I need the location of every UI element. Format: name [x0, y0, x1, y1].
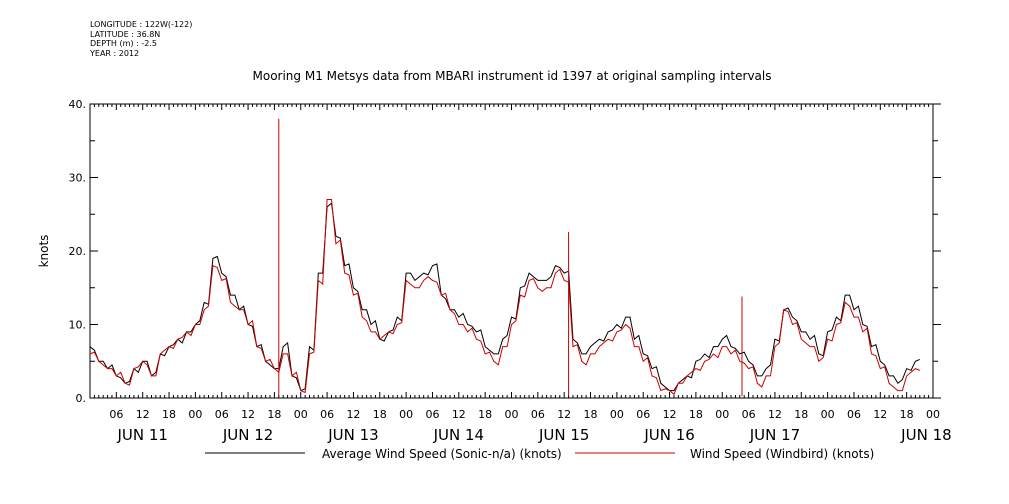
plot-frame: [89, 103, 934, 399]
x-day-label: JUN 18: [900, 426, 951, 444]
y-tick-label: 30.: [69, 172, 87, 185]
x-day-label: JUN 15: [538, 426, 589, 444]
series-lines: [89, 118, 920, 396]
y-tick-label: 10.: [69, 319, 87, 332]
x-hour-label: 18: [267, 408, 281, 421]
x-hour-label: 06: [109, 408, 123, 421]
y-axis-label: knots: [37, 235, 51, 268]
x-day-label: JUN 14: [433, 426, 484, 444]
x-hour-label: 06: [320, 408, 334, 421]
series-line-average: [89, 202, 920, 392]
x-hour-label: 00: [188, 408, 202, 421]
y-tick-label: 40.: [69, 98, 87, 111]
x-day-label: JUN 12: [222, 426, 273, 444]
x-hour-label: 00: [399, 408, 413, 421]
year-label: YEAR : 2012: [90, 48, 140, 58]
x-day-label: JUN 13: [327, 426, 378, 444]
x-axis-day-labels: JUN 11 JUN 12 JUN 13 JUN 14 JUN 15 JUN 16 JUN …: [116, 426, 951, 444]
x-hour-label: 18: [689, 408, 703, 421]
x-hour-label: 12: [346, 408, 360, 421]
x-hour-label: 00: [505, 408, 519, 421]
x-day-label: JUN 11: [116, 426, 167, 444]
latitude-label: LATITUDE : 36.8N: [90, 29, 161, 39]
x-hour-label: 06: [742, 408, 756, 421]
x-day-label: JUN 17: [749, 426, 800, 444]
depth-label: DEPTH (m) : -2.5: [90, 39, 157, 48]
x-hour-label: 12: [136, 408, 150, 421]
chart-title: Mooring M1 Metsys data from MBARI instru…: [253, 69, 772, 83]
longitude-label: LONGITUDE : 122W(-122): [90, 20, 193, 29]
x-hour-label: 06: [215, 408, 229, 421]
legend: Average Wind Speed (Sonic-n/a) (knots) W…: [205, 447, 874, 461]
x-hour-label: 00: [715, 408, 729, 421]
metadata-block: LONGITUDE : 122W(-122) LATITUDE : 36.8N …: [90, 20, 192, 58]
x-day-label: JUN 16: [643, 426, 694, 444]
y-axis-tick-labels: 0. 10. 20. 30. 40.: [69, 98, 87, 405]
x-hour-label: 18: [373, 408, 387, 421]
x-hour-label: 18: [900, 408, 914, 421]
x-hour-label: 06: [847, 408, 861, 421]
y-tick-label: 20.: [69, 245, 87, 258]
x-hour-label: 06: [636, 408, 650, 421]
x-hour-label: 00: [821, 408, 835, 421]
x-hour-label: 18: [162, 408, 176, 421]
series-line-windbird: [89, 199, 920, 396]
y-tick-label: 0.: [76, 392, 87, 405]
x-hour-label: 18: [478, 408, 492, 421]
x-hour-label: 12: [452, 408, 466, 421]
x-hour-label: 06: [531, 408, 545, 421]
x-hour-label: 12: [663, 408, 677, 421]
x-hour-label: 12: [768, 408, 782, 421]
x-hour-label: 06: [425, 408, 439, 421]
x-hour-label: 12: [241, 408, 255, 421]
x-hour-label: 18: [794, 408, 808, 421]
legend-label-average: Average Wind Speed (Sonic-n/a) (knots): [322, 447, 562, 461]
x-hour-label: 00: [926, 408, 940, 421]
legend-label-windbird: Wind Speed (Windbird) (knots): [690, 447, 874, 461]
axis-ticks: [89, 103, 941, 399]
x-hour-label: 00: [610, 408, 624, 421]
x-hour-label: 18: [584, 408, 598, 421]
x-hour-label: 12: [873, 408, 887, 421]
x-hour-label: 00: [294, 408, 308, 421]
x-axis-hour-labels: 06 12 18 00 06 12 18 00 06 12 18 00 06 12 18 00 06 12 18 00…: [109, 408, 940, 421]
x-hour-label: 12: [557, 408, 571, 421]
